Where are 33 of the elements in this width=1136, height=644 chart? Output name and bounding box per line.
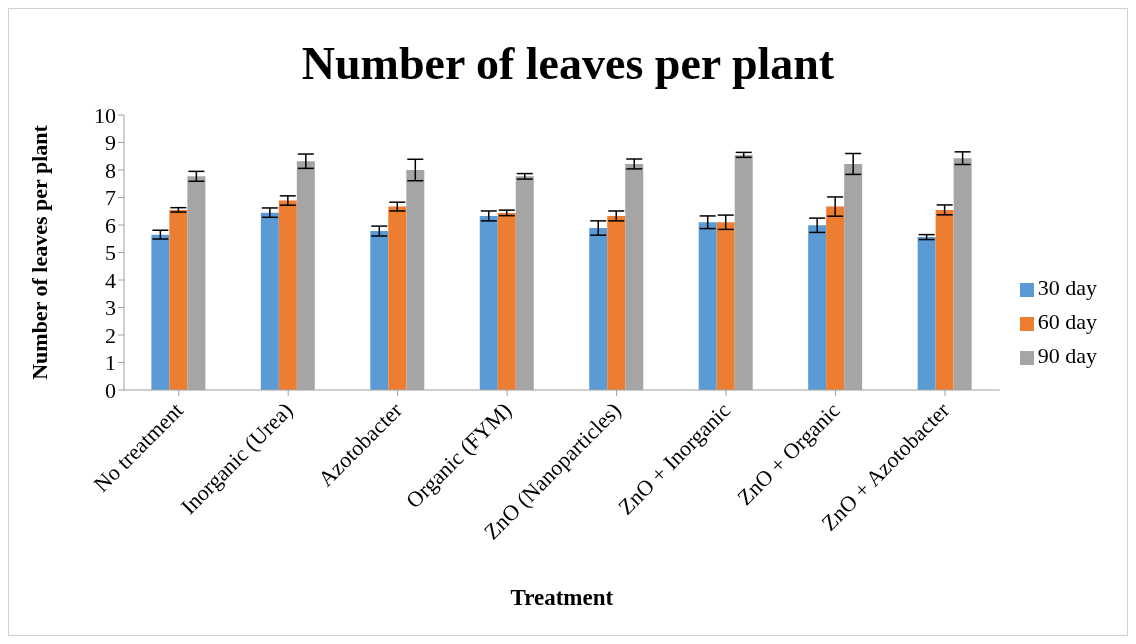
y-tick-label: 2 bbox=[105, 322, 116, 348]
bar bbox=[388, 206, 407, 390]
x-axis-title: Treatment bbox=[510, 585, 614, 610]
bar bbox=[260, 212, 279, 390]
y-tick-label: 3 bbox=[105, 295, 116, 321]
bar bbox=[151, 234, 170, 390]
bar bbox=[497, 212, 516, 390]
bar bbox=[169, 209, 188, 390]
legend-label: 30 day bbox=[1037, 275, 1097, 300]
bar bbox=[479, 215, 498, 390]
legend-label: 90 day bbox=[1037, 343, 1097, 368]
y-tick-label: 7 bbox=[105, 185, 116, 211]
y-tick-label: 4 bbox=[105, 267, 116, 293]
y-tick-label: 9 bbox=[105, 130, 116, 156]
y-tick-label: 1 bbox=[105, 350, 116, 376]
bar bbox=[935, 209, 954, 390]
bar bbox=[698, 222, 717, 390]
bar bbox=[808, 225, 827, 390]
y-tick-label: 6 bbox=[105, 212, 116, 238]
chart-title: Number of leaves per plant bbox=[300, 37, 836, 90]
y-axis-title: Number of leaves per plant bbox=[26, 124, 52, 380]
bar bbox=[826, 206, 845, 390]
legend-label: 60 day bbox=[1037, 309, 1097, 334]
y-tick-label: 8 bbox=[105, 157, 116, 183]
y-tick-label: 10 bbox=[94, 102, 116, 128]
y-tick-label: 0 bbox=[105, 377, 116, 403]
bar bbox=[370, 231, 389, 390]
y-tick-label: 5 bbox=[105, 240, 116, 266]
bar bbox=[917, 237, 936, 390]
bar bbox=[278, 200, 297, 390]
bar bbox=[607, 215, 626, 390]
bar bbox=[716, 222, 735, 390]
bar bbox=[589, 228, 608, 390]
